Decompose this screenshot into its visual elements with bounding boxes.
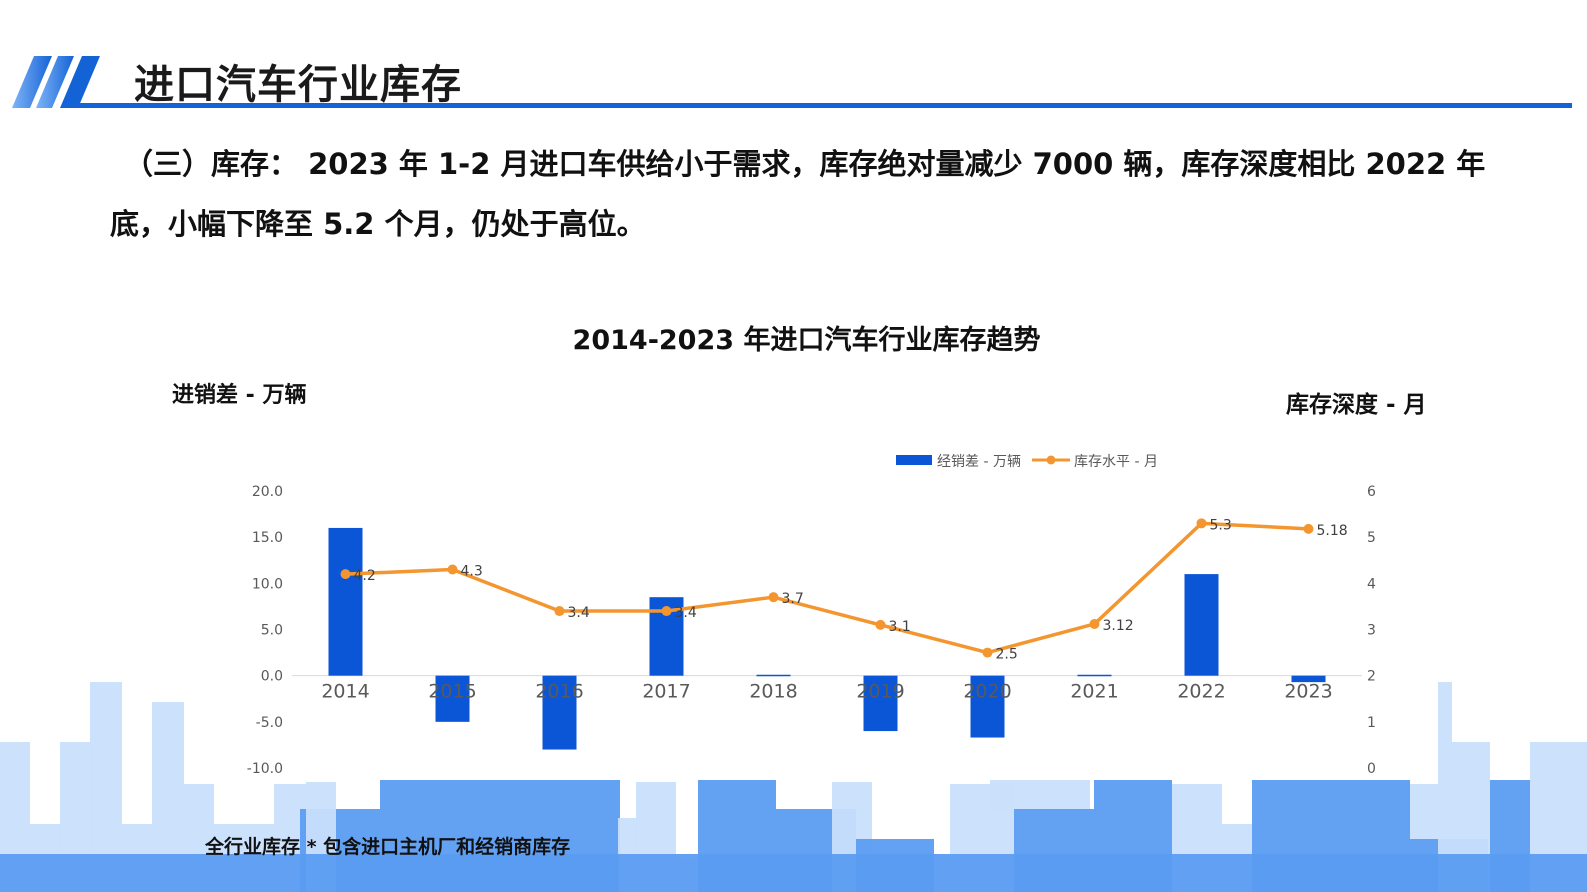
data-label: 5.3	[1210, 517, 1232, 533]
bar-2020	[970, 675, 1005, 738]
right-axis-tick-label: 1	[1367, 715, 1376, 731]
x-tick-label: 2017	[642, 681, 690, 703]
x-tick-label: 2022	[1177, 681, 1225, 703]
legend-swatch-bar	[896, 455, 932, 465]
header-rule	[72, 103, 1572, 108]
left-axis-tick-label: -10.0	[247, 761, 283, 777]
bar-2019	[863, 675, 898, 732]
x-tick-label: 2014	[321, 681, 369, 703]
data-label: 4.2	[354, 568, 376, 584]
slide-header: 进口汽车行业库存	[0, 0, 1587, 120]
bar-2022	[1184, 574, 1219, 676]
x-tick-label: 2016	[535, 681, 583, 703]
chart-title: 2014-2023 年进口汽车行业库存趋势	[572, 325, 1041, 356]
series-line-inventory	[345, 521, 1309, 655]
header-stripes-icon	[12, 56, 100, 108]
left-axis-tick-label: 5.0	[261, 623, 283, 639]
bar-2015	[435, 675, 470, 722]
line-point-2023	[1303, 523, 1314, 534]
x-tick-label: 2015	[428, 681, 476, 703]
line-point-2021	[1089, 618, 1100, 629]
data-label: 3.4	[568, 605, 590, 621]
right-axis-tick-label: 6	[1367, 484, 1376, 500]
skyline-block	[0, 854, 1587, 892]
line-point-2020	[982, 647, 993, 658]
skyline-block	[990, 780, 1090, 810]
bar-2016	[542, 675, 577, 750]
right-axis-title: 库存深度 - 月	[1286, 392, 1427, 418]
data-label: 5.18	[1317, 523, 1348, 539]
left-axis-tick-label: 10.0	[252, 576, 283, 592]
bar-2023	[1291, 675, 1326, 683]
right-axis-tick-label: 0	[1367, 761, 1376, 777]
data-label: 3.1	[889, 619, 911, 635]
data-label: 3.7	[782, 591, 804, 607]
line-point-2019	[875, 619, 886, 630]
line-point-2017	[661, 606, 672, 617]
line-point-2015	[447, 564, 458, 575]
right-axis-tick-label: 4	[1367, 576, 1376, 592]
bar-2018	[756, 674, 791, 677]
x-tick-label: 2023	[1284, 681, 1332, 703]
intro-paragraph: （三）库存： 2023 年 1-2 月进口车供给小于需求，库存绝对量减少 700…	[110, 147, 1486, 241]
right-axis-tick-label: 3	[1367, 623, 1376, 639]
skyline-block	[1438, 682, 1452, 892]
line-point-2014	[340, 569, 351, 580]
footnote: 全行业库存 * 包含进口主机厂和经销商库存	[205, 836, 571, 858]
x-tick-label: 2020	[963, 681, 1011, 703]
line-point-2016	[554, 606, 565, 617]
chart-legend: 经销差 - 万辆 库存水平 - 月	[896, 454, 1158, 470]
x-tick-label: 2019	[856, 681, 904, 703]
right-axis-tick-label: 5	[1367, 530, 1376, 546]
legend-label-bar: 经销差 - 万辆	[937, 454, 1021, 470]
left-axis-tick-label: 15.0	[252, 530, 283, 546]
left-axis-title: 进销差 - 万辆	[172, 383, 307, 408]
legend-label-line: 库存水平 - 月	[1074, 454, 1158, 470]
right-axis-tick-label: 2	[1367, 669, 1376, 685]
left-axis-tick-label: 20.0	[252, 484, 283, 500]
data-label: 4.3	[461, 563, 483, 579]
data-label: 3.12	[1103, 618, 1134, 634]
data-label: 3.4	[675, 605, 697, 621]
bar-2014	[328, 527, 363, 676]
legend-swatch-dot	[1046, 455, 1056, 465]
left-axis-tick-label: 0.0	[261, 669, 283, 685]
page-title: 进口汽车行业库存	[134, 62, 462, 108]
bar-2021	[1077, 674, 1112, 677]
x-tick-label: 2018	[749, 681, 797, 703]
line-point-2018	[768, 592, 779, 603]
x-tick-label: 2021	[1070, 681, 1118, 703]
left-axis-tick-label: -5.0	[256, 715, 283, 731]
skyline-block	[1410, 784, 1438, 839]
line-point-2022	[1196, 518, 1207, 529]
data-label: 2.5	[996, 647, 1018, 663]
